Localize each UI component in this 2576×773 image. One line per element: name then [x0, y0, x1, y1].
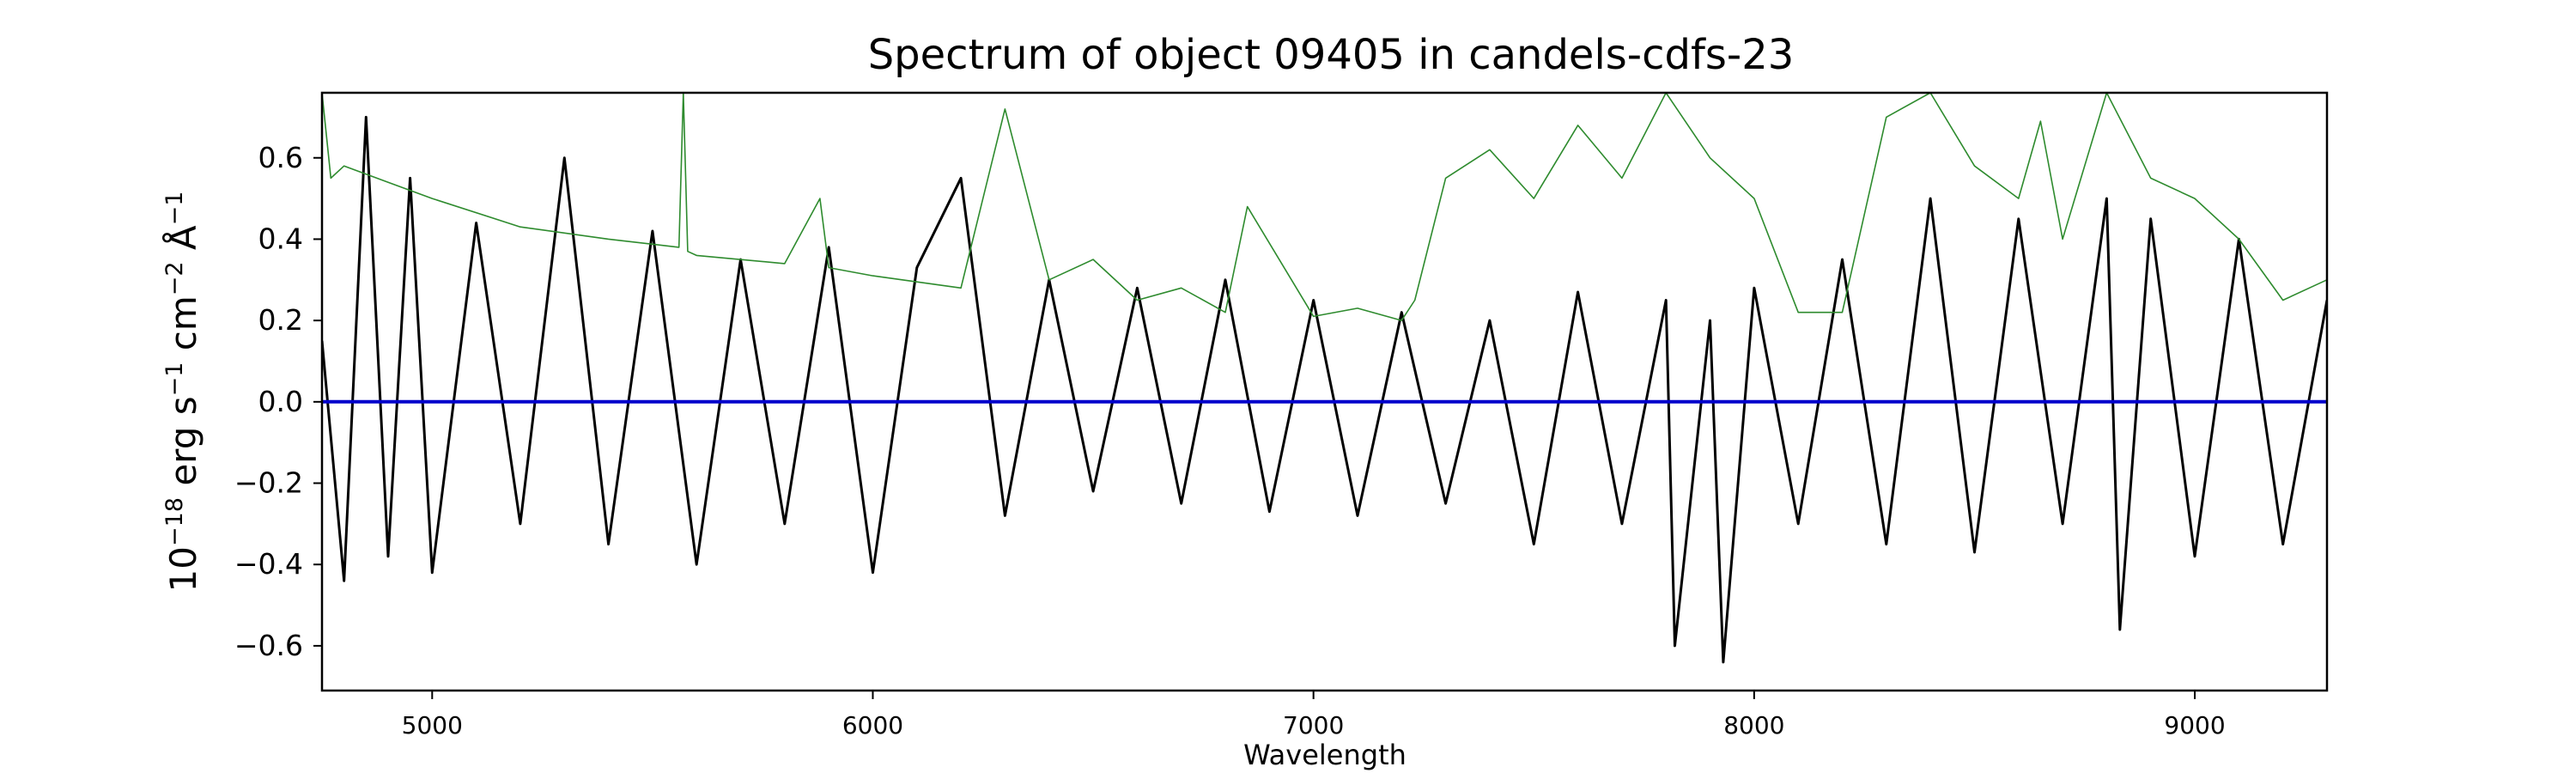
x-axis-label: Wavelength: [1243, 739, 1406, 771]
chart-title: Spectrum of object 09405 in candels-cdfs…: [868, 31, 1795, 79]
x-tick-label: 7000: [1283, 711, 1344, 740]
y-axis-label: 10−18 erg s−1 cm−2 Å−1: [161, 192, 204, 593]
series-line-flux: [322, 115, 2327, 664]
y-tick-label: −0.6: [234, 629, 303, 662]
x-axis: 5000 6000 7000 8000 9000: [402, 691, 2226, 740]
x-tick-label: 5000: [402, 711, 463, 740]
y-axis: −0.6 −0.4 −0.2 0.0 0.2 0.4 0.6: [234, 141, 322, 662]
x-tick-label: 9000: [2164, 711, 2225, 740]
y-tick-label: 0.6: [258, 141, 303, 174]
x-tick-label: 6000: [842, 711, 903, 740]
plot-frame: [320, 91, 2329, 692]
y-tick-label: 0.4: [258, 222, 303, 255]
y-tick-label: 0.2: [258, 303, 303, 337]
y-tick-label: 0.0: [258, 385, 303, 418]
y-tick-label: −0.2: [234, 466, 303, 500]
y-tick-label: −0.4: [234, 547, 303, 581]
series-line-error: [322, 93, 2327, 321]
series-layer: [322, 93, 2327, 664]
x-tick-label: 8000: [1723, 711, 1784, 740]
